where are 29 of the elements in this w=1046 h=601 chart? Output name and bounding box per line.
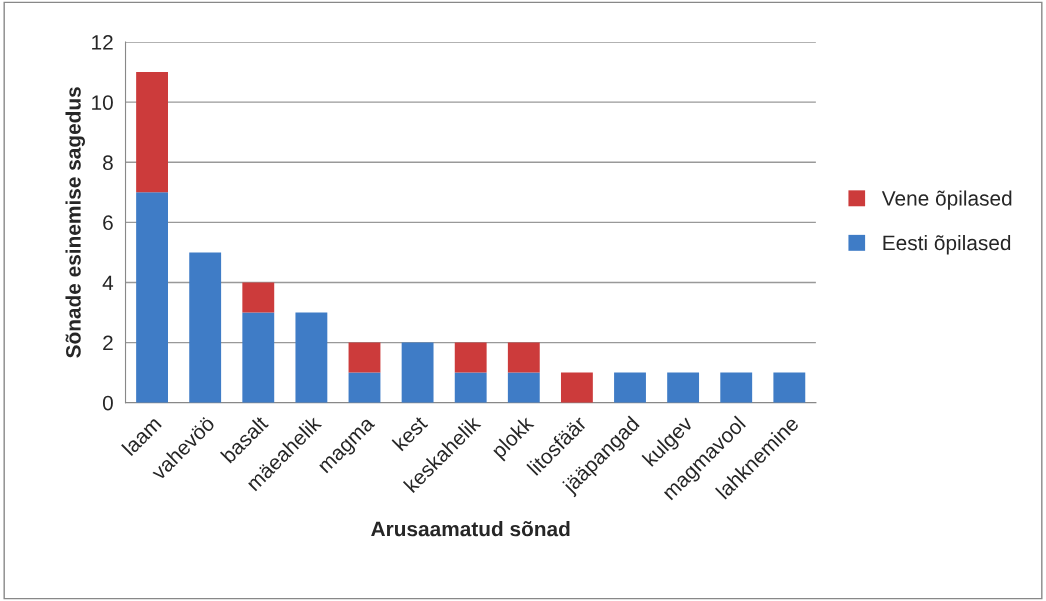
bar <box>295 312 328 403</box>
bar <box>242 312 275 403</box>
bar <box>667 372 700 403</box>
bar <box>507 372 540 403</box>
bar <box>136 72 168 193</box>
bar <box>454 372 487 403</box>
y-tick-label: 4 <box>102 275 114 291</box>
bar <box>560 372 593 403</box>
y-axis-title: Sõnade esinemise sagedus <box>65 87 85 358</box>
legend-label: Eesti õpilased <box>883 234 1011 255</box>
bar <box>136 192 168 403</box>
bar <box>401 342 434 403</box>
bar <box>189 252 222 403</box>
bar <box>614 372 646 403</box>
bar <box>773 372 806 403</box>
bar <box>720 372 753 403</box>
legend-label: Vene õpilased <box>881 190 1012 210</box>
x-axis-title: Arusaamatud sõnad <box>371 521 570 537</box>
bar <box>348 372 381 403</box>
bar <box>454 342 487 373</box>
y-tick-label: 12 <box>92 35 113 50</box>
bar <box>242 282 275 313</box>
y-tick-label: 8 <box>103 155 113 171</box>
bar <box>348 342 381 373</box>
y-tick-label: 10 <box>92 95 113 110</box>
y-tick-label: 0 <box>102 395 113 411</box>
bar <box>507 342 540 373</box>
y-tick-label: 6 <box>103 215 113 231</box>
y-tick-label: 2 <box>103 335 113 351</box>
